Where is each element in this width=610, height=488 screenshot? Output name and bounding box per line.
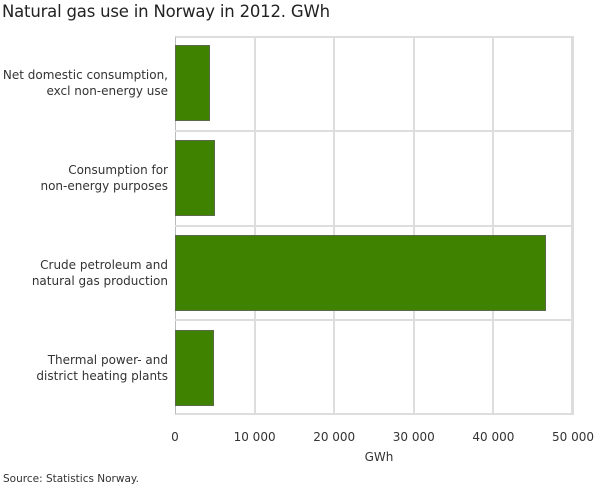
x-tick-label: 30 000 <box>392 430 435 444</box>
x-tick-label: 20 000 <box>313 430 356 444</box>
x-tick-label: 40 000 <box>472 430 515 444</box>
category-label: Crude petroleum and natural gas productio… <box>31 257 168 288</box>
category-label: Net domestic consumption, excl non-energy… <box>2 68 168 99</box>
category-label: Consumption for non-energy purposes <box>40 163 168 194</box>
x-tick-label: 0 <box>171 430 179 444</box>
bar[interactable] <box>175 234 546 311</box>
x-axis-label: GWh <box>364 450 394 464</box>
horizontal-gridline <box>175 129 573 132</box>
bar[interactable] <box>175 329 214 406</box>
source-note: Source: Statistics Norway. <box>3 473 139 485</box>
vertical-gridline <box>572 36 574 415</box>
category-label: Thermal power- and district heating plant… <box>36 352 168 383</box>
horizontal-gridline <box>175 224 573 227</box>
chart-title: Natural gas use in Norway in 2012. GWh <box>2 2 330 21</box>
bar[interactable] <box>175 140 215 217</box>
x-tick-label: 10 000 <box>233 430 276 444</box>
bar[interactable] <box>175 45 211 122</box>
x-tick-label: 50 000 <box>552 430 594 444</box>
horizontal-gridline <box>175 319 573 322</box>
